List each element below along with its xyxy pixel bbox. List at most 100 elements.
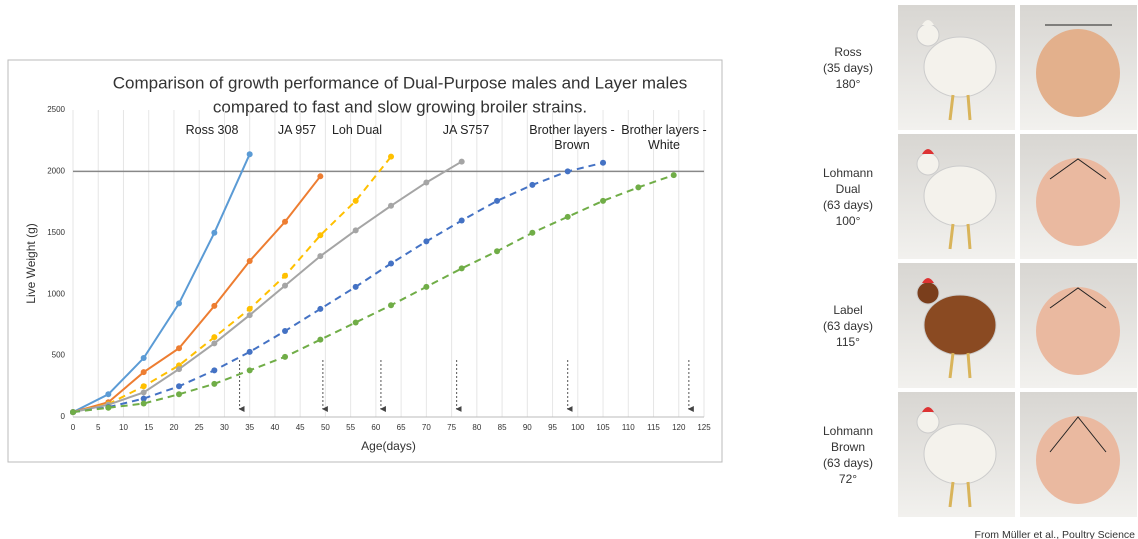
x-tick-label: 55 bbox=[346, 423, 355, 432]
carcass bbox=[1036, 29, 1120, 117]
series-label: Brother layers - Brown bbox=[528, 123, 616, 153]
x-tick-label: 45 bbox=[296, 423, 305, 432]
x-tick-label: 50 bbox=[321, 423, 330, 432]
point bbox=[494, 248, 500, 254]
x-tick-label: 60 bbox=[371, 423, 380, 432]
x-tick-label: 25 bbox=[195, 423, 204, 432]
x-tick-label: 105 bbox=[596, 423, 610, 432]
x-tick-label: 30 bbox=[220, 423, 229, 432]
carcass bbox=[1036, 158, 1120, 246]
point bbox=[529, 182, 535, 188]
point bbox=[282, 219, 288, 225]
point bbox=[176, 383, 182, 389]
point bbox=[211, 340, 217, 346]
point bbox=[423, 179, 429, 185]
point bbox=[247, 306, 253, 312]
point bbox=[247, 367, 253, 373]
point bbox=[141, 389, 147, 395]
point bbox=[211, 381, 217, 387]
y-tick-label: 2500 bbox=[47, 105, 65, 114]
point bbox=[211, 334, 217, 340]
x-tick-label: 40 bbox=[270, 423, 279, 432]
bird-body bbox=[924, 37, 996, 97]
x-tick-label: 15 bbox=[144, 423, 153, 432]
bird-body bbox=[924, 295, 996, 355]
point bbox=[247, 312, 253, 318]
x-tick-label: 0 bbox=[71, 423, 76, 432]
chart-title: Comparison of growth performance of Dual… bbox=[113, 73, 688, 92]
point bbox=[423, 284, 429, 290]
point bbox=[317, 337, 323, 343]
bird-head bbox=[917, 411, 939, 433]
point bbox=[635, 184, 641, 190]
y-axis-label: Live Weight (g) bbox=[24, 223, 38, 303]
row-label-line: Brown bbox=[803, 439, 893, 455]
row-label-line: Label bbox=[803, 302, 893, 318]
row-label-line: Dual bbox=[803, 181, 893, 197]
point bbox=[141, 400, 147, 406]
row-label-line: (63 days) bbox=[803, 197, 893, 213]
point bbox=[176, 366, 182, 372]
row-label: Label(63 days)115° bbox=[803, 302, 893, 350]
point bbox=[282, 354, 288, 360]
point bbox=[388, 302, 394, 308]
point bbox=[247, 349, 253, 355]
point bbox=[105, 405, 111, 411]
series-label: JA S757 bbox=[416, 123, 516, 138]
x-tick-label: 10 bbox=[119, 423, 128, 432]
point bbox=[459, 265, 465, 271]
point bbox=[141, 369, 147, 375]
point bbox=[105, 391, 111, 397]
point bbox=[353, 198, 359, 204]
point bbox=[353, 227, 359, 233]
point bbox=[388, 261, 394, 267]
x-tick-label: 35 bbox=[245, 423, 254, 432]
point bbox=[600, 198, 606, 204]
x-tick-label: 100 bbox=[571, 423, 585, 432]
point bbox=[671, 172, 677, 178]
bird-head bbox=[917, 24, 939, 46]
x-tick-label: 120 bbox=[672, 423, 686, 432]
point bbox=[247, 151, 253, 157]
x-tick-label: 20 bbox=[170, 423, 179, 432]
point bbox=[176, 300, 182, 306]
point bbox=[565, 168, 571, 174]
chart-title: compared to fast and slow growing broile… bbox=[213, 97, 587, 116]
point bbox=[565, 214, 571, 220]
series-label: Loh Dual bbox=[307, 123, 407, 138]
point bbox=[529, 230, 535, 236]
point bbox=[176, 345, 182, 351]
y-tick-label: 500 bbox=[52, 351, 66, 360]
y-tick-label: 0 bbox=[61, 412, 66, 421]
y-tick-label: 1000 bbox=[47, 289, 65, 298]
point bbox=[282, 273, 288, 279]
x-tick-label: 90 bbox=[523, 423, 532, 432]
page: Comparison of growth performance of Dual… bbox=[0, 0, 1138, 539]
carcass bbox=[1036, 287, 1120, 375]
point bbox=[600, 160, 606, 166]
point bbox=[353, 284, 359, 290]
y-tick-label: 1500 bbox=[47, 228, 65, 237]
x-tick-label: 80 bbox=[472, 423, 481, 432]
bird-body bbox=[924, 166, 996, 226]
point bbox=[353, 319, 359, 325]
x-tick-label: 95 bbox=[548, 423, 557, 432]
row-label-line: 100° bbox=[803, 213, 893, 229]
row-label-line: 180° bbox=[803, 76, 893, 92]
point bbox=[317, 253, 323, 259]
point bbox=[459, 218, 465, 224]
point bbox=[176, 391, 182, 397]
x-tick-label: 115 bbox=[647, 423, 660, 432]
row-label-line: (63 days) bbox=[803, 318, 893, 334]
x-axis-label: Age(days) bbox=[361, 439, 416, 453]
bird-head bbox=[917, 282, 939, 304]
point bbox=[282, 283, 288, 289]
row-label-line: (35 days) bbox=[803, 60, 893, 76]
row-label-line: (63 days) bbox=[803, 455, 893, 471]
chart: Comparison of growth performance of Dual… bbox=[0, 0, 1138, 539]
point bbox=[317, 173, 323, 179]
point bbox=[211, 367, 217, 373]
x-tick-label: 85 bbox=[498, 423, 507, 432]
point bbox=[494, 198, 500, 204]
